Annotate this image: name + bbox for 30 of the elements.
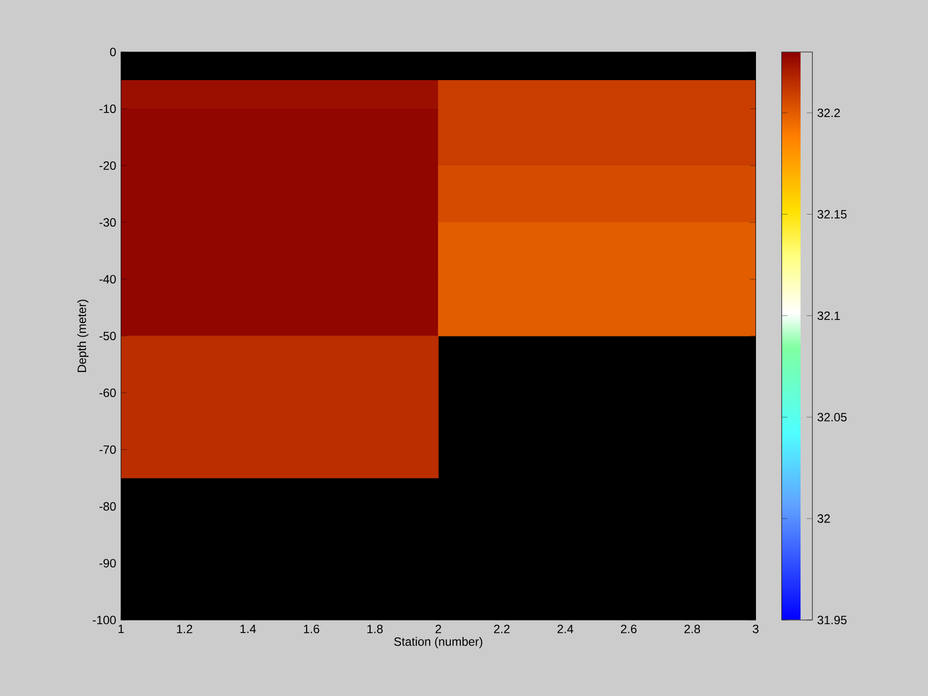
color-bar-label: 32.15 (818, 210, 847, 219)
x-tick-label: 1 (118, 624, 124, 633)
color-bar-label: 32.05 (818, 412, 847, 422)
y-tick-label: -50 (99, 332, 116, 340)
y-tick-label: -100 (92, 616, 116, 624)
y-tick-label: 0 (110, 48, 116, 56)
x-tick-label: 1.4 (240, 624, 256, 633)
y-tick-label: -80 (99, 502, 116, 511)
y-tick-label: -10 (99, 104, 116, 114)
x-tick-label: 2.6 (621, 624, 637, 634)
x-tick-label: 1.8 (367, 624, 383, 634)
color-bar-label: 32.2 (818, 108, 840, 118)
color-bar-label: 31.95 (818, 616, 847, 624)
x-tick-label: 1.6 (304, 624, 320, 634)
y-tick-label: -30 (99, 218, 116, 227)
y-tick-label: -40 (99, 274, 116, 284)
y-tick-label: -60 (99, 388, 116, 398)
x-tick-label: 1.2 (177, 624, 192, 634)
color-bar-label: 32 (818, 514, 830, 523)
y-tick-label: -70 (99, 445, 116, 454)
x-tick-label: 2.4 (558, 624, 574, 634)
x-tick-label: 2 (436, 624, 442, 634)
y-axis-title: Depth (meter) (77, 300, 88, 372)
y-tick-label: -90 (99, 558, 116, 568)
color-bar-label: 32.1 (818, 311, 840, 320)
x-tick-label: 2.8 (684, 624, 700, 634)
y-tick-label: -20 (99, 161, 116, 170)
x-axis-title: Station (number) (394, 637, 482, 648)
x-tick-label: 2.2 (494, 624, 510, 634)
x-tick-label: 3 (752, 624, 758, 634)
